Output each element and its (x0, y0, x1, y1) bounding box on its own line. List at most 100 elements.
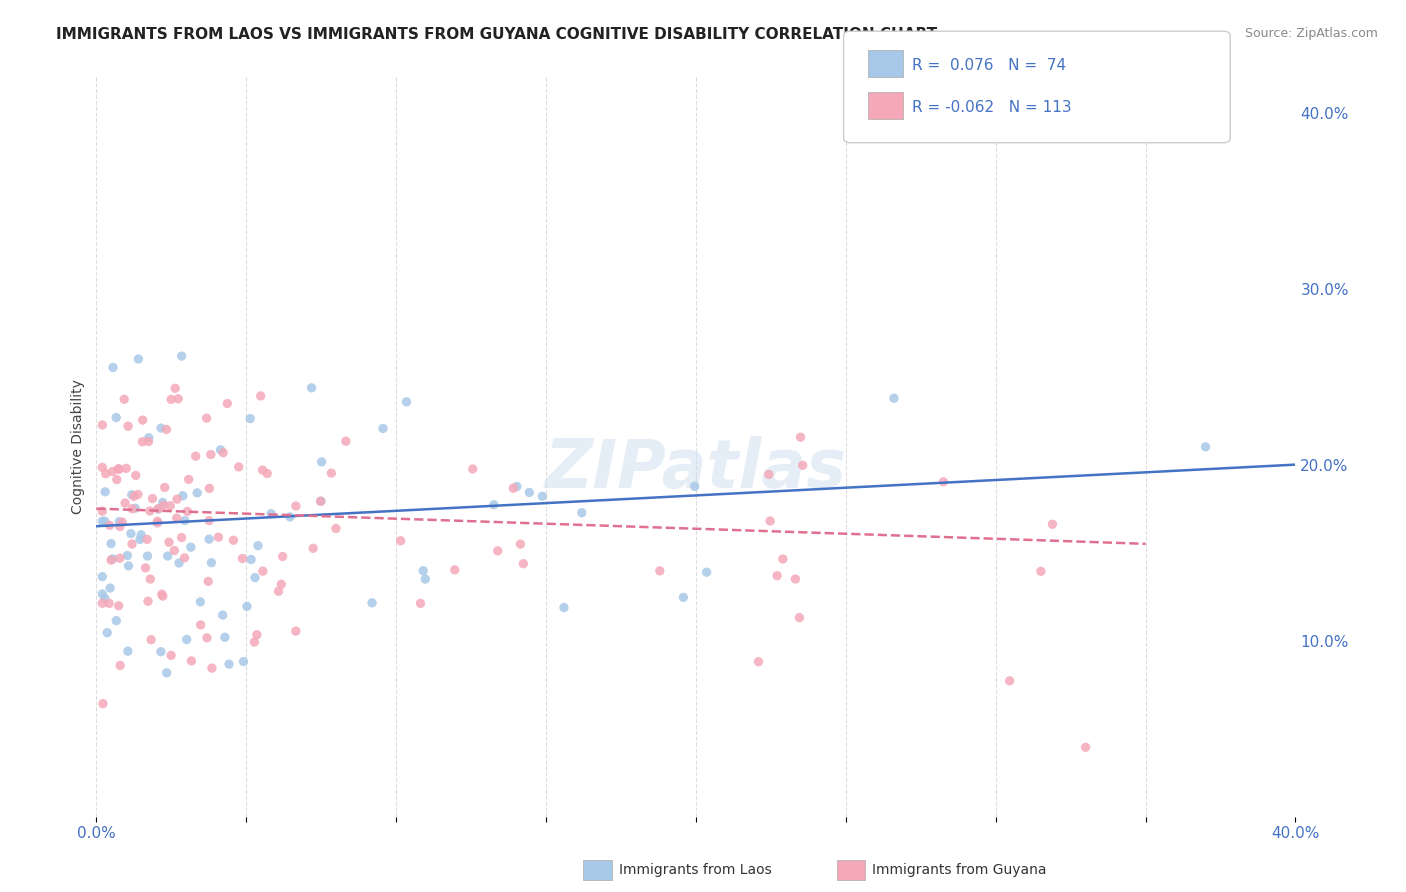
Point (136, 533, 159, 547)
Point (146, 514, 169, 528)
Text: IMMIGRANTS FROM LAOS VS IMMIGRANTS FROM GUYANA COGNITIVE DISABILITY CORRELATION : IMMIGRANTS FROM LAOS VS IMMIGRANTS FROM … (56, 27, 938, 42)
Point (321, 466, 343, 480)
Point (138, 434, 160, 449)
Point (506, 479, 529, 493)
Point (789, 430, 811, 444)
Point (105, 614, 128, 628)
Point (107, 462, 129, 476)
Point (146, 501, 169, 516)
Point (212, 446, 235, 460)
Point (486, 543, 509, 558)
Point (167, 556, 190, 570)
Point (105, 473, 128, 487)
Point (482, 498, 505, 512)
Point (211, 608, 233, 623)
Point (218, 657, 240, 672)
Point (785, 572, 807, 586)
Point (124, 501, 146, 516)
Point (177, 472, 200, 486)
Point (512, 557, 534, 571)
Point (389, 533, 412, 548)
Point (186, 486, 208, 500)
Point (146, 516, 169, 530)
Point (252, 564, 274, 578)
Point (246, 628, 269, 642)
Point (94, 484, 117, 499)
Point (883, 391, 905, 405)
Point (160, 392, 183, 407)
Point (152, 498, 174, 512)
Point (176, 632, 198, 647)
Point (152, 589, 174, 603)
Point (111, 515, 134, 529)
Point (94, 467, 117, 481)
Point (98, 596, 121, 610)
Text: Immigrants from Guyana: Immigrants from Guyana (872, 863, 1046, 877)
Point (139, 572, 162, 586)
Point (415, 572, 437, 586)
Point (117, 644, 139, 658)
Point (131, 413, 153, 427)
Point (91, 504, 114, 518)
Point (531, 489, 554, 503)
Point (108, 519, 131, 533)
Point (228, 459, 250, 474)
Point (134, 561, 156, 575)
Point (247, 539, 270, 553)
Point (91, 569, 114, 583)
Point (509, 537, 531, 551)
Point (157, 535, 180, 549)
Point (122, 489, 145, 503)
Point (240, 552, 263, 566)
Text: R =  0.076   N =  74: R = 0.076 N = 74 (912, 58, 1067, 72)
Point (789, 610, 811, 624)
Point (117, 419, 139, 434)
Point (108, 462, 131, 476)
Point (198, 482, 221, 496)
Point (127, 352, 149, 367)
Point (166, 492, 188, 507)
Point (108, 551, 131, 566)
Point (461, 462, 484, 476)
Point (335, 434, 357, 449)
Point (125, 468, 148, 483)
Point (165, 381, 187, 395)
Point (139, 632, 162, 647)
Point (100, 536, 122, 550)
Point (443, 563, 465, 577)
Point (136, 594, 159, 608)
Point (127, 487, 149, 501)
Point (243, 571, 266, 585)
Point (395, 394, 418, 409)
Point (409, 596, 432, 610)
Point (1194, 440, 1216, 454)
Point (180, 654, 202, 668)
Point (152, 495, 174, 509)
Point (325, 521, 347, 535)
Point (101, 360, 124, 375)
Point (648, 564, 671, 578)
Point (108, 658, 131, 673)
Point (91, 697, 114, 711)
Point (766, 568, 789, 582)
Point (758, 467, 780, 482)
Point (284, 624, 307, 639)
Point (260, 507, 283, 521)
Point (302, 541, 325, 556)
Point (120, 526, 142, 541)
Point (759, 514, 782, 528)
Point (91, 596, 114, 610)
Point (184, 449, 207, 463)
Point (170, 531, 193, 545)
Point (195, 631, 218, 645)
Point (91, 514, 114, 528)
Point (91, 587, 114, 601)
Point (252, 463, 274, 477)
Point (129, 528, 152, 542)
Point (1042, 517, 1064, 532)
Point (792, 458, 814, 473)
Point (214, 630, 236, 644)
Point (166, 511, 188, 525)
Point (683, 479, 706, 493)
Point (278, 510, 301, 524)
